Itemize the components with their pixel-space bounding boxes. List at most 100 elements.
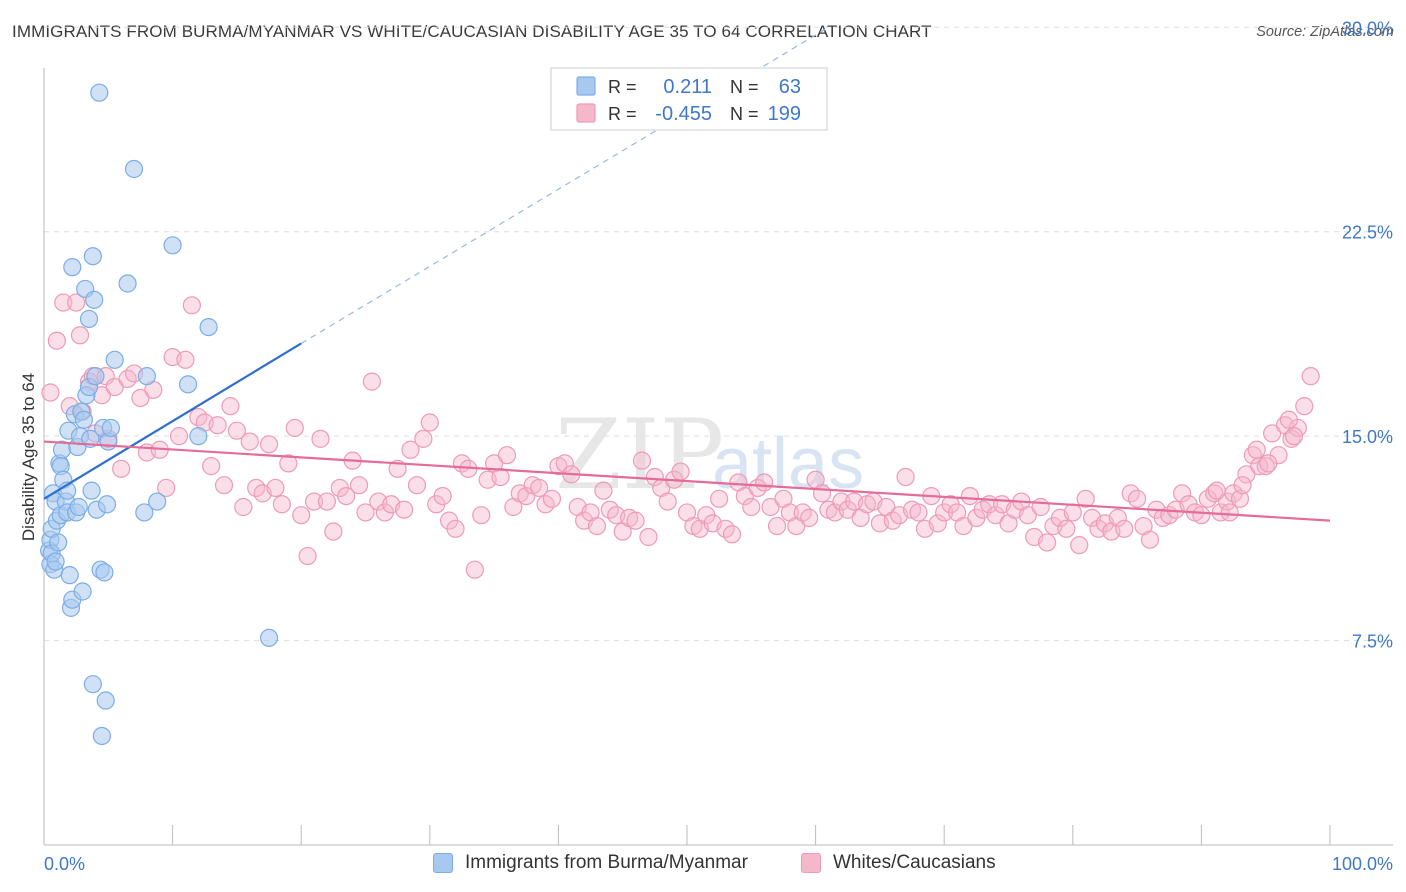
point-whites [285, 418, 304, 438]
point-burma [101, 418, 120, 438]
point-burma [148, 492, 167, 511]
stats-swatch [576, 103, 596, 123]
point-burma [86, 367, 105, 386]
point-burma [79, 309, 99, 329]
point-whites [1115, 519, 1134, 538]
point-whites [1070, 536, 1089, 555]
point-whites [800, 508, 819, 528]
point-whites [356, 503, 375, 522]
point-whites [292, 506, 311, 525]
point-whites [1140, 530, 1160, 549]
point-whites [401, 440, 420, 459]
point-whites [420, 413, 439, 432]
y-tick-label: 30.0% [1342, 18, 1393, 38]
stats-n-label: N = [730, 77, 759, 97]
point-whites [517, 486, 536, 506]
point-whites [542, 489, 562, 508]
point-whites [41, 383, 60, 402]
point-whites [658, 492, 677, 511]
point-burma [135, 503, 154, 522]
point-whites [324, 522, 343, 541]
stats-r-label: R = [608, 77, 637, 97]
point-whites [169, 427, 189, 446]
stats-n-value: 63 [779, 76, 801, 98]
trend-lines [43, 26, 1331, 522]
point-whites [1057, 519, 1076, 538]
point-burma [92, 726, 111, 746]
watermark-zip: ZIP [555, 399, 724, 511]
point-whites [176, 350, 195, 369]
point-whites [1256, 457, 1275, 476]
point-whites [1173, 484, 1192, 503]
stats-legend-frame [550, 67, 828, 131]
point-whites [645, 467, 664, 487]
stats-r-label: R = [608, 104, 637, 124]
point-whites [1279, 410, 1298, 429]
point-whites [433, 486, 452, 506]
legend-label-burma: Immigrants from Burma/Myanmar [465, 852, 748, 873]
y-tick-label: 7.5% [1352, 632, 1393, 652]
point-whites [317, 492, 337, 511]
point-whites [214, 476, 234, 495]
axes: 0.0% 100.0% [43, 68, 1393, 874]
point-whites [767, 516, 787, 536]
point-whites [742, 497, 761, 517]
point-burma [60, 566, 79, 585]
point-whites [530, 478, 549, 498]
point-burma [137, 367, 156, 386]
legend-item-whites[interactable]: Whites/Caucasians [801, 852, 996, 874]
point-whites [626, 511, 645, 530]
point-burma [178, 375, 198, 394]
point-burma [83, 675, 102, 694]
point-whites [337, 486, 356, 506]
point-whites [761, 497, 780, 517]
point-burma [97, 495, 117, 514]
point-burma [96, 691, 115, 710]
point-burma [189, 427, 208, 446]
point-whites [1284, 427, 1304, 446]
point-whites [1259, 454, 1278, 473]
point-whites [928, 514, 947, 533]
point-whites [227, 421, 246, 440]
point-whites [1031, 497, 1050, 517]
point-whites [755, 473, 774, 492]
point-burma [259, 628, 279, 647]
point-whites [70, 326, 90, 345]
stats-legend: R = 0.211 N = 63 R = -0.455 N = 199 [550, 67, 828, 131]
chart-title: IMMIGRANTS FROM BURMA/MYANMAR VS WHITE/C… [12, 22, 932, 41]
point-whites [632, 451, 652, 470]
point-whites [1247, 440, 1266, 459]
y-axis-label-group: Disability Age 35 to 64 [19, 373, 38, 541]
point-burma [85, 290, 104, 309]
point-whites [67, 293, 86, 312]
point-burma [90, 83, 109, 102]
point-whites [465, 560, 484, 579]
point-whites [54, 293, 73, 312]
point-whites [1237, 465, 1256, 484]
legend-item-burma[interactable]: Immigrants from Burma/Myanmar [433, 852, 748, 874]
point-whites [1127, 489, 1147, 508]
point-whites [298, 546, 317, 566]
point-whites [1192, 506, 1211, 525]
x-tick-label-max: 100.0% [1332, 854, 1393, 874]
point-whites [671, 462, 690, 481]
point-whites [202, 457, 221, 476]
point-whites [1205, 484, 1224, 503]
point-whites [710, 489, 729, 508]
point-whites [722, 525, 742, 544]
point-whites [1037, 533, 1057, 552]
point-whites [555, 454, 574, 473]
point-whites [304, 492, 324, 511]
legend-swatch-whites [801, 853, 821, 873]
point-burma [124, 159, 144, 179]
y-tick-label: 22.5% [1342, 223, 1393, 243]
series-burma-points [40, 83, 279, 746]
point-whites [47, 331, 66, 350]
point-whites [896, 467, 915, 487]
y-tick-label: 15.0% [1342, 427, 1393, 447]
point-whites [234, 497, 253, 517]
point-whites [259, 435, 279, 454]
point-whites [639, 527, 658, 547]
legend-label-whites: Whites/Caucasians [833, 852, 996, 873]
point-whites [812, 484, 832, 503]
